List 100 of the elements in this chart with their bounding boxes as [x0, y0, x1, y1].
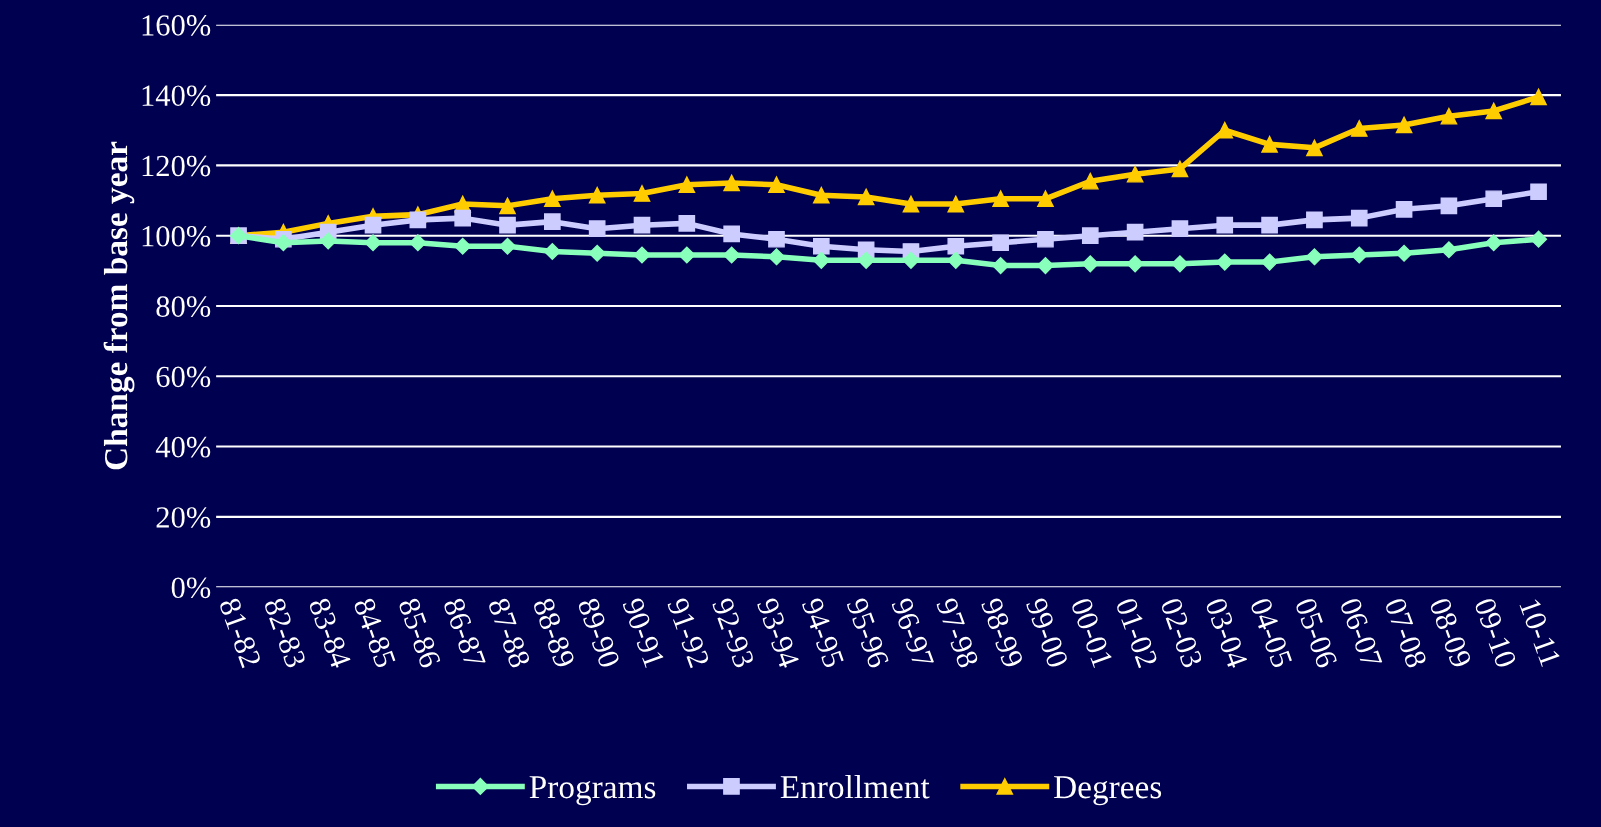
point [1305, 248, 1323, 266]
point [1530, 230, 1548, 248]
point [274, 234, 292, 252]
point [992, 190, 1009, 208]
point [588, 244, 606, 262]
point [1350, 246, 1368, 264]
x-tick-label: 93-94 [756, 596, 800, 670]
point [1037, 190, 1054, 208]
point [1485, 190, 1503, 208]
point [1440, 197, 1458, 215]
x-tick-label: 88-89 [532, 596, 576, 669]
point [1350, 120, 1368, 137]
point [1440, 241, 1458, 259]
x-tick-label: 10-11 [1519, 598, 1562, 668]
x-tick-label: 82-83 [263, 596, 307, 669]
point [678, 176, 696, 194]
point [1261, 135, 1278, 153]
y-tick-label: 40% [155, 436, 211, 458]
y-tick-label: 100% [142, 225, 211, 247]
point [1126, 255, 1144, 273]
point [947, 251, 965, 269]
y-tick-label: 0% [171, 577, 211, 599]
legend-label: Degrees [1054, 776, 1162, 806]
x-tick-label: 87-88 [487, 596, 531, 669]
y-tick-label: 80% [156, 296, 211, 317]
x-tick-label: 98-99 [980, 596, 1024, 669]
x-tick-label: 00-01 [1070, 596, 1114, 669]
y-axis-title: Change from base year [103, 141, 135, 470]
y-tick-label: 120% [142, 155, 211, 177]
point [1261, 253, 1279, 271]
point [1530, 88, 1547, 106]
x-tick-label: 96-97 [891, 596, 935, 670]
point [812, 186, 830, 204]
point [633, 216, 651, 234]
point [1216, 216, 1234, 234]
y-tick-label: 140% [142, 85, 211, 107]
x-tick-label: 83-84 [308, 596, 352, 670]
point [812, 251, 830, 269]
x-tick-label: 95-96 [846, 596, 890, 669]
point [364, 234, 382, 252]
point [409, 234, 427, 252]
point [544, 190, 561, 208]
point [454, 209, 472, 227]
x-tick-label: 91-92 [666, 596, 710, 669]
point [1395, 201, 1413, 218]
point [633, 246, 651, 264]
point [1440, 107, 1458, 125]
point [723, 225, 740, 243]
point [1306, 211, 1323, 229]
x-tick-label: 03-04 [1204, 596, 1249, 670]
x-tick-label: 04-05 [1249, 596, 1293, 669]
x-tick-label: 05-06 [1294, 596, 1338, 669]
x-tick-label: 02-03 [1160, 596, 1204, 669]
point [947, 195, 965, 213]
x-tick-label: 99-00 [1025, 596, 1069, 669]
point [544, 213, 561, 230]
point [768, 230, 785, 248]
y-tick-label: 160% [142, 15, 211, 36]
point [1081, 172, 1099, 190]
x-tick-label: 84-85 [353, 596, 397, 669]
x-tick-label: 92-93 [711, 596, 755, 669]
point [1037, 230, 1054, 248]
point [409, 211, 427, 229]
x-tick-label: 90-91 [622, 596, 665, 669]
legend-label: Enrollment [780, 774, 930, 799]
x-tick-label: 01-02 [1115, 596, 1159, 669]
point [633, 185, 651, 202]
point [588, 220, 606, 237]
x-tick-label: 85-86 [398, 596, 442, 669]
x-tick-label: 09-10 [1473, 596, 1517, 669]
point [902, 195, 920, 213]
point [1126, 223, 1144, 241]
point [1081, 227, 1099, 245]
point [678, 215, 696, 232]
point [364, 216, 382, 234]
point [723, 246, 741, 264]
x-tick-label: 07-08 [1384, 596, 1428, 669]
point [1485, 102, 1503, 120]
point [1216, 253, 1234, 271]
point [588, 186, 606, 204]
point [1081, 255, 1099, 273]
point [1171, 255, 1189, 273]
point [1395, 116, 1413, 134]
point [992, 234, 1009, 252]
point [1395, 244, 1413, 262]
x-tick-label: 89-90 [577, 596, 621, 669]
point [947, 237, 965, 255]
x-tick-label: 97-98 [935, 596, 979, 669]
x-tick-label: 86-87 [442, 596, 486, 670]
point [543, 242, 561, 261]
point [1530, 183, 1547, 201]
x-tick-label: 06-07 [1339, 596, 1383, 670]
point [499, 197, 516, 215]
point [1261, 216, 1278, 234]
point [499, 216, 516, 234]
legend-label: Programs [529, 776, 656, 806]
point [1306, 139, 1323, 157]
x-tick-label: 94-95 [801, 596, 845, 669]
point [1171, 220, 1189, 237]
point [1485, 234, 1503, 252]
